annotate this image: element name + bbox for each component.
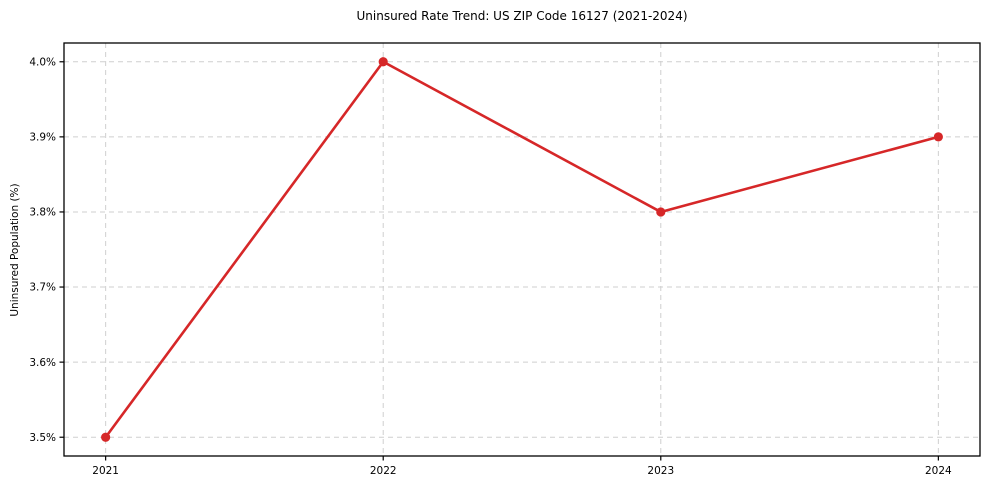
data-point-2022 xyxy=(378,57,388,67)
data-point-2023 xyxy=(656,207,666,217)
y-tick-label: 3.7% xyxy=(29,282,56,294)
y-tick-label: 3.8% xyxy=(29,207,56,219)
y-axis-label: Uninsured Population (%) xyxy=(9,183,21,317)
plot-border xyxy=(63,42,981,457)
y-tick-label: 3.5% xyxy=(29,432,56,444)
y-tick-label: 3.9% xyxy=(29,132,56,144)
y-tick-label: 4.0% xyxy=(29,56,56,68)
y-tick-label: 3.6% xyxy=(29,357,56,369)
x-tick-label: 2024 xyxy=(925,465,952,477)
data-point-2021 xyxy=(101,432,111,442)
trend-line xyxy=(104,60,940,439)
x-tick-label: 2021 xyxy=(92,465,119,477)
chart-title: Uninsured Rate Trend: US ZIP Code 16127 … xyxy=(356,9,688,23)
x-tick-label: 2023 xyxy=(647,465,674,477)
data-point-2024 xyxy=(933,132,943,142)
x-tick-label: 2022 xyxy=(370,465,397,477)
